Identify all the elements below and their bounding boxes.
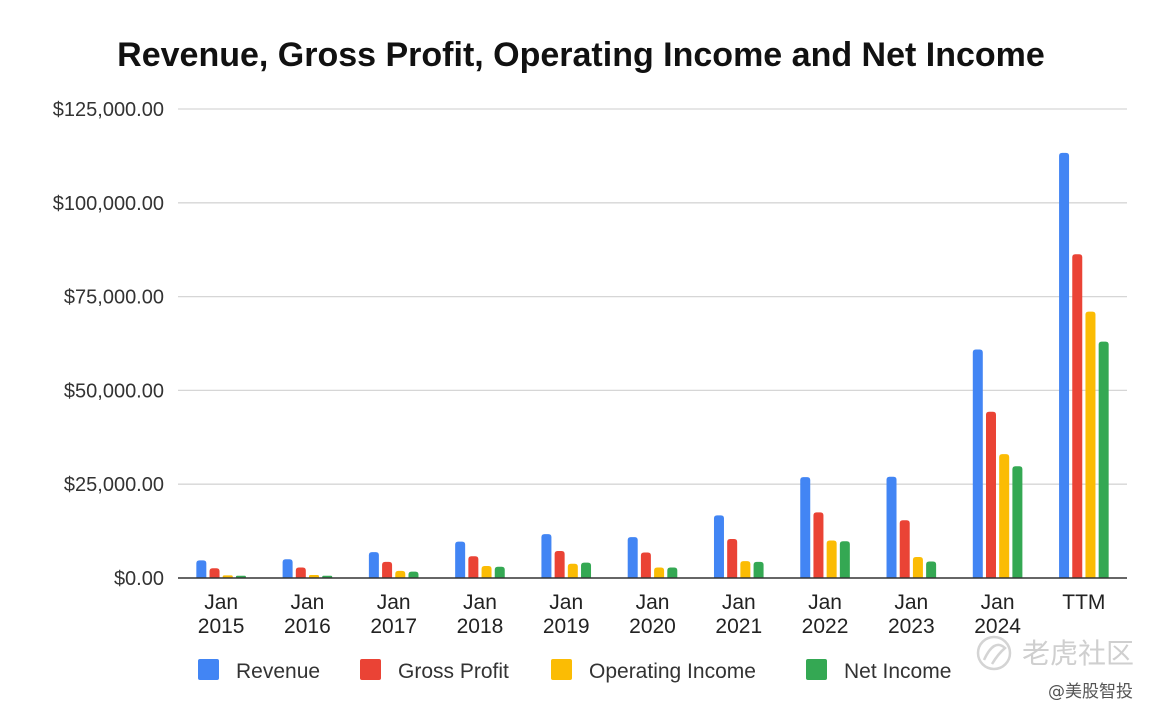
bar-net-income xyxy=(494,566,505,578)
bar-net-income xyxy=(581,562,592,578)
bar-operating-income xyxy=(309,574,320,578)
y-axis: $0.00 $25,000.00 $50,000.00 $75,000.00 $100,… xyxy=(53,99,164,590)
x-tick-label: Jan xyxy=(981,591,1015,614)
bar-net-income xyxy=(667,567,678,578)
bar-net-income xyxy=(753,561,764,578)
watermark: 老虎社区 @美股智投 xyxy=(976,635,1134,702)
legend-label: Revenue xyxy=(236,660,320,683)
x-tick-label: 2022 xyxy=(802,615,849,638)
bar-revenue xyxy=(1059,152,1070,578)
bar-operating-income xyxy=(826,540,837,578)
bar-revenue xyxy=(282,559,293,578)
legend-label: Gross Profit xyxy=(398,660,509,683)
y-tick-label: $75,000.00 xyxy=(64,287,164,309)
bar-gross-profit xyxy=(382,561,393,578)
bar-gross-profit xyxy=(554,550,565,578)
bar-gross-profit xyxy=(899,520,910,578)
bar-revenue xyxy=(713,515,724,578)
bar-gross-profit xyxy=(468,556,479,578)
watermark-sub-text: @美股智投 xyxy=(1048,682,1133,702)
bar-operating-income xyxy=(999,454,1010,578)
y-tick-label: $100,000.00 xyxy=(53,193,164,215)
bar-revenue xyxy=(627,537,638,578)
x-tick-label: Jan xyxy=(894,591,928,614)
bar-operating-income xyxy=(567,563,578,578)
x-tick-label: 2016 xyxy=(284,615,331,638)
bar-operating-income xyxy=(654,567,665,578)
y-tick-label: $125,000.00 xyxy=(53,99,164,121)
legend-label: Operating Income xyxy=(589,660,756,683)
bar-revenue xyxy=(541,534,552,578)
x-tick-label: Jan xyxy=(377,591,411,614)
x-tick-label: 2021 xyxy=(715,615,762,638)
x-tick-label: 2023 xyxy=(888,615,935,638)
bar-net-income xyxy=(1012,466,1023,578)
bar-operating-income xyxy=(912,556,923,578)
legend: Revenue Gross Profit Operating Income Net I… xyxy=(198,659,951,683)
bar-revenue xyxy=(972,349,983,578)
bar-operating-income xyxy=(481,565,492,578)
x-tick-label: Jan xyxy=(290,591,324,614)
x-tick-label: 2015 xyxy=(198,615,245,638)
x-tick-label: 2017 xyxy=(370,615,417,638)
bar-operating-income xyxy=(740,561,751,578)
x-tick-label: 2019 xyxy=(543,615,590,638)
bar-revenue xyxy=(196,560,207,578)
bar-gross-profit xyxy=(295,567,306,578)
legend-swatch xyxy=(360,659,381,680)
x-tick-label: Jan xyxy=(722,591,756,614)
tiger-logo-icon xyxy=(976,635,1012,671)
x-tick-label: Jan xyxy=(549,591,583,614)
gridlines xyxy=(178,108,1127,485)
bars xyxy=(196,152,1109,578)
y-tick-label: $25,000.00 xyxy=(64,474,164,496)
watermark-main-text: 老虎社区 xyxy=(1022,637,1134,670)
x-tick-label: 2024 xyxy=(974,615,1021,638)
y-tick-label: $0.00 xyxy=(114,568,164,590)
x-tick-label: Jan xyxy=(636,591,670,614)
bar-operating-income xyxy=(395,570,406,578)
bar-gross-profit xyxy=(640,552,651,578)
y-tick-label: $50,000.00 xyxy=(64,380,164,402)
bar-revenue xyxy=(886,476,897,578)
bar-net-income xyxy=(926,561,937,578)
x-tick-label: Jan xyxy=(463,591,497,614)
x-tick-label: Jan xyxy=(204,591,238,614)
x-axis: Jan2015Jan2016Jan2017Jan2018Jan2019Jan20… xyxy=(198,591,1106,638)
bar-revenue xyxy=(455,541,466,578)
legend-swatch xyxy=(806,659,827,680)
legend-swatch xyxy=(551,659,572,680)
bar-gross-profit xyxy=(727,538,738,578)
bar-gross-profit xyxy=(209,568,220,578)
x-tick-label: 2020 xyxy=(629,615,676,638)
bar-revenue xyxy=(800,477,811,578)
x-tick-label: TTM xyxy=(1062,591,1105,614)
bar-net-income xyxy=(408,571,419,578)
legend-swatch xyxy=(198,659,219,680)
x-tick-label: Jan xyxy=(808,591,842,614)
bar-revenue xyxy=(368,552,379,578)
bar-gross-profit xyxy=(985,411,996,578)
bar-gross-profit xyxy=(813,512,824,578)
bar-operating-income xyxy=(1085,311,1096,578)
bar-net-income xyxy=(1098,341,1109,578)
legend-label: Net Income xyxy=(844,660,951,683)
bar-net-income xyxy=(839,541,850,578)
bar-gross-profit xyxy=(1072,254,1083,578)
x-tick-label: 2018 xyxy=(457,615,504,638)
chart-title: Revenue, Gross Profit, Operating Income … xyxy=(117,36,1045,74)
